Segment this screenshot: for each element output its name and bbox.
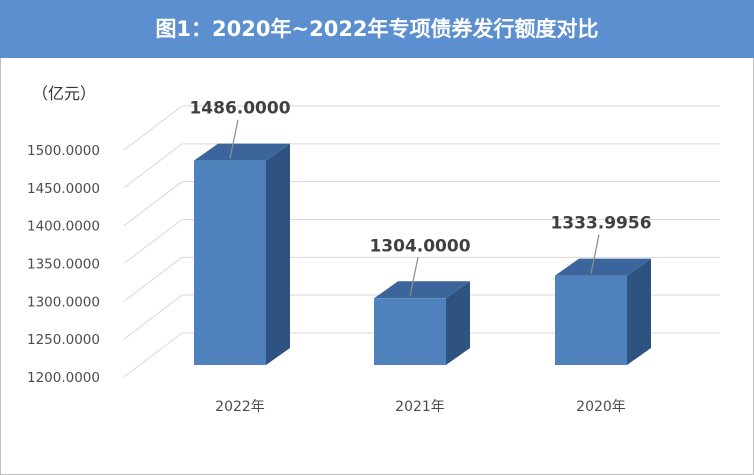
grid-line-diagonal [123,143,183,189]
y-tick-label: 1500.0000 [27,143,100,159]
chart-title: 图1：2020年~2022年专项债券发行额度对比 [155,17,599,41]
title-bar: 图1：2020年~2022年专项债券发行额度对比 [0,0,754,58]
data-label-leader [229,119,239,159]
y-tick-label: 1450.0000 [27,181,100,197]
y-tick-label: 1250.0000 [27,332,100,348]
bar-front [555,275,627,365]
bar-front [194,160,266,365]
data-labels: 1486.0000 1304.0000 1333.9956 [189,99,652,297]
grid-line-diagonal [123,105,183,151]
bar-2020年 [555,258,651,365]
bar-front [374,298,446,365]
y-axis-unit-label: （亿元） [32,84,97,103]
grid-line-diagonal [123,256,183,302]
y-tick-label: 1200.0000 [27,370,100,386]
x-category-label: 2022年 [215,399,265,415]
bar-top [555,258,651,276]
data-label-leader [590,234,600,274]
y-axis-ticks: 1200.0000 1250.0000 1300.0000 1350.0000 1400… [27,143,100,386]
y-tick-label: 1400.0000 [27,219,100,235]
bars [194,143,651,365]
x-category-label: 2021年 [395,399,445,415]
bar-2021年 [374,281,470,365]
data-label: 1486.0000 [189,99,290,119]
bar-top [194,143,290,161]
bar-side [446,281,470,365]
grid-line-diagonal [123,294,183,340]
x-axis-categories: 2022年 2021年 2020年 [215,399,626,415]
bar-side [627,258,651,365]
bar-top [374,281,470,299]
x-category-label: 2020年 [576,399,626,415]
y-tick-label: 1300.0000 [27,294,100,310]
data-label: 1333.9956 [550,214,651,234]
grid-line-diagonal [123,332,183,378]
bar-2022年 [194,143,290,365]
data-label-leader [409,257,419,297]
bar-side [266,143,290,365]
grid-line-diagonal [123,181,183,227]
y-tick-label: 1350.0000 [27,257,100,273]
grid-line-diagonal [123,219,183,264]
data-label: 1304.0000 [369,236,470,256]
